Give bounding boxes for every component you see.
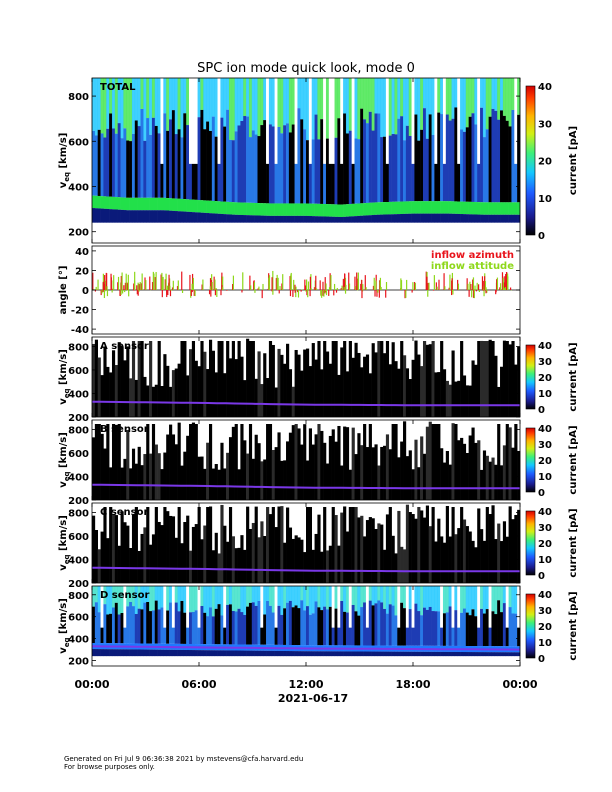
colorbar-tick-label: 40 (538, 590, 552, 601)
panel-label: B sensor (100, 424, 149, 435)
colorbar-label: current [pA] (568, 591, 579, 660)
bulk-speed-trace (91, 566, 520, 573)
panel-label: D sensor (100, 590, 149, 601)
colorbar-tick-label: 20 (538, 622, 552, 633)
legend-entry: inflow azimuth (431, 250, 514, 261)
y-axis-label: veq [km/s] (58, 349, 71, 405)
y-tick-label: 20 (75, 266, 89, 277)
y-tick-label: -20 (71, 306, 89, 317)
y-tick-label: 400 (68, 389, 89, 400)
x-axis-date-label: 2021-06-17 (278, 692, 348, 705)
y-tick-label: 800 (68, 92, 89, 103)
colorbar-tick-label: 30 (538, 523, 552, 534)
y-tick-label: 600 (68, 137, 89, 148)
y-tick-label: 800 (68, 591, 89, 602)
angle-panel: -40 -20 0 20 40 angle [°] inflow azimuthinflow… (58, 245, 521, 336)
y-tick-label: 200 (68, 579, 89, 590)
colorbar-tick-label: 20 (538, 157, 552, 168)
colorbar-tick-label: 30 (538, 119, 552, 130)
y-tick-label: -40 (71, 325, 89, 336)
y-tick-label: 200 (68, 496, 89, 507)
y-tick-label: 600 (68, 613, 89, 624)
y-tick-label: 400 (68, 635, 89, 646)
panel-label: C sensor (100, 507, 148, 518)
colorbar-tick-label: 40 (538, 424, 552, 435)
colorbar-tick-label: 10 (538, 638, 552, 649)
colorbar-tick-label: 0 (538, 405, 545, 416)
panel-label: A sensor (100, 341, 149, 352)
bulk-speed-trace (91, 483, 520, 490)
y-tick-label: 400 (68, 472, 89, 483)
colorbar-tick-label: 20 (538, 539, 552, 550)
y-tick-label: 800 (68, 342, 89, 353)
y-tick-label: 0 (82, 286, 89, 297)
y-tick-label: 600 (68, 449, 89, 460)
colorbar-tick-label: 0 (538, 231, 545, 242)
y-axis-label: veq [km/s] (58, 598, 71, 654)
y-tick-label: 400 (68, 182, 89, 193)
colorbar-label: current [pA] (568, 126, 579, 195)
x-axis: 00:00 06:00 12:00 18:00 00:00 (74, 678, 537, 691)
y-tick-label: 800 (68, 425, 89, 436)
y-tick-label: 200 (68, 657, 89, 668)
bulk-speed-trace (91, 645, 521, 651)
y-tick-label: 400 (68, 555, 89, 566)
bulk-speed-trace (91, 400, 520, 407)
colorbar-tick-label: 30 (538, 440, 552, 451)
footer-browse-note: For browse purposes only. (64, 763, 155, 771)
colorbar-tick-label: 40 (538, 507, 552, 518)
colorbar (525, 510, 536, 576)
spectrogram-panel-4: 200 400 600 800 C sensor veq [km/s] 0 10 20 30 40 c… (58, 502, 579, 590)
chart-title: SPC ion mode quick look, mode 0 (197, 61, 415, 76)
colorbar-tick-label: 0 (538, 571, 545, 582)
y-tick-label: 600 (68, 532, 89, 543)
y-axis-label: veq [km/s] (58, 432, 71, 488)
y-axis-label: angle [°] (58, 266, 69, 315)
x-tick-label: 12:00 (288, 678, 323, 691)
x-tick-label: 18:00 (395, 678, 430, 691)
x-tick-label: 00:00 (74, 678, 109, 691)
colorbar (525, 344, 536, 410)
colorbar-tick-label: 10 (538, 194, 552, 205)
colorbar-tick-label: 20 (538, 456, 552, 467)
colorbar (525, 427, 536, 493)
colorbar-tick-label: 30 (538, 606, 552, 617)
x-tick-label: 00:00 (502, 678, 537, 691)
colorbar (525, 85, 536, 236)
x-tick-label: 06:00 (181, 678, 216, 691)
legend-entry: inflow attitude (431, 261, 514, 272)
spectrogram-panel-5: 200 400 600 800 D sensor veq [km/s] 0 10 20 30 40 c… (58, 585, 579, 668)
panel-label: TOTAL (100, 82, 136, 93)
colorbar-label: current [pA] (568, 425, 579, 494)
colorbar-tick-label: 0 (538, 488, 545, 499)
colorbar-tick-label: 20 (538, 373, 552, 384)
colorbar-tick-label: 10 (538, 389, 552, 400)
spectrogram-panel-2: 200 400 600 800 A sensor veq [km/s] 0 10 20 30 40 c… (58, 336, 579, 424)
colorbar-tick-label: 10 (538, 555, 552, 566)
colorbar-label: current [pA] (568, 508, 579, 577)
colorbar-tick-label: 40 (538, 341, 552, 352)
y-tick-label: 40 (75, 247, 89, 258)
colorbar-tick-label: 40 (538, 82, 552, 93)
colorbar (525, 593, 536, 659)
colorbar-tick-label: 30 (538, 357, 552, 368)
footer-generated-line: Generated on Fri Jul 9 06:36:38 2021 by … (64, 755, 304, 763)
colorbar-tick-label: 10 (538, 472, 552, 483)
y-tick-label: 600 (68, 366, 89, 377)
spectrogram-panel-3: 200 400 600 800 B sensor veq [km/s] 0 10 20 30 40 c… (58, 419, 579, 507)
y-tick-label: 200 (68, 228, 89, 239)
y-tick-label: 800 (68, 508, 89, 519)
y-tick-label: 200 (68, 413, 89, 424)
colorbar-tick-label: 0 (538, 654, 545, 665)
colorbar-label: current [pA] (568, 342, 579, 411)
y-axis-label: veq [km/s] (58, 515, 71, 571)
